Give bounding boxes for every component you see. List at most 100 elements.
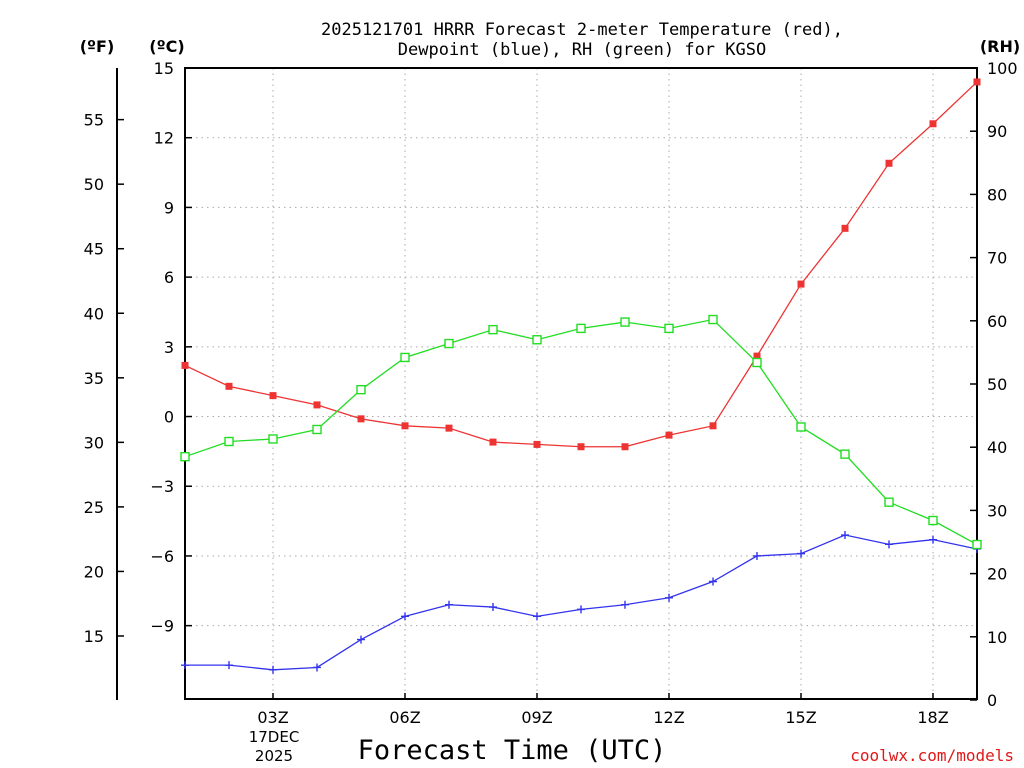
temperature-marker [489, 438, 497, 446]
celsius-tick-label: −9 [150, 617, 174, 636]
fahrenheit-tick-label: 55 [84, 111, 104, 130]
temperature-marker [577, 443, 585, 451]
fahrenheit-tick-label: 45 [84, 240, 104, 259]
dewpoint-marker [621, 600, 629, 609]
plot-frame [184, 67, 978, 700]
rh-marker [400, 352, 410, 363]
dewpoint-marker [489, 603, 497, 612]
time-tick-label: 15Z [785, 708, 816, 727]
time-tick-label: 09Z [521, 708, 552, 727]
fahrenheit-tick-label: 30 [84, 433, 104, 452]
dewpoint-marker [665, 593, 673, 602]
dewpoint-marker [797, 549, 805, 558]
rh-tick-label: 50 [987, 375, 1007, 394]
celsius-tick-label: 9 [164, 198, 174, 217]
dewpoint-marker [445, 600, 453, 609]
dewpoint-marker [709, 577, 717, 586]
temperature-marker [841, 224, 849, 232]
rh-marker [664, 323, 674, 334]
temperature-marker [665, 431, 673, 439]
rh-tick-label: 100 [987, 59, 1018, 78]
time-tick-label: 06Z [389, 708, 420, 727]
temperature-marker [753, 352, 761, 360]
credit-text: coolwx.com/models [850, 746, 1014, 765]
fahrenheit-tick-label: 35 [84, 369, 104, 388]
chart-title-line1: 2025121701 HRRR Forecast 2-meter Tempera… [321, 20, 843, 40]
rh-marker [268, 434, 278, 444]
dewpoint-marker [357, 635, 365, 644]
rh-marker [576, 323, 586, 334]
dewpoint-marker [577, 605, 585, 614]
rh-unit-label: (RH) [980, 37, 1020, 56]
rh-line [184, 318, 978, 546]
temperature-marker [533, 440, 541, 448]
dewpoint-marker [841, 531, 849, 540]
temperature-marker [181, 361, 189, 369]
date-year-label: 2025 [255, 747, 293, 765]
dewpoint-line [185, 534, 978, 671]
rh-marker [312, 424, 322, 435]
fahrenheit-unit-label: (ºF) [80, 37, 115, 56]
celsius-unit-label: (ºC) [149, 37, 184, 56]
temperature-marker [621, 443, 629, 451]
rh-marker [224, 436, 234, 447]
rh-tick-label: 30 [987, 501, 1007, 520]
series-layer [180, 78, 982, 674]
dewpoint-marker [753, 551, 761, 560]
temperature-marker [973, 78, 981, 86]
temperature-marker [929, 120, 937, 128]
time-tick-label: 12Z [653, 708, 684, 727]
temperature-marker [313, 401, 321, 409]
celsius-tick-label: 12 [154, 129, 174, 148]
rh-marker [972, 539, 982, 550]
rh-marker [180, 451, 190, 462]
celsius-tick-label: 3 [164, 338, 174, 357]
celsius-tick-label: 6 [164, 268, 174, 287]
rh-marker [532, 335, 542, 345]
temperature-marker [225, 382, 233, 390]
temperature-marker [797, 280, 805, 288]
rh-marker [620, 317, 630, 327]
temperature-marker [269, 392, 277, 400]
celsius-tick-label: 0 [164, 408, 174, 427]
rh-marker [488, 324, 498, 335]
dewpoint-marker [313, 663, 321, 672]
time-tick-label: 18Z [917, 708, 948, 727]
grid-lines [185, 67, 977, 700]
fahrenheit-tick-label: 40 [84, 304, 104, 323]
rh-tick-label: 40 [987, 438, 1007, 457]
time-tick-label: 03Z [257, 708, 288, 727]
temperature-marker [357, 415, 365, 423]
dewpoint-marker [533, 612, 541, 621]
fahrenheit-tick-label: 20 [84, 562, 104, 581]
dewpoint-marker [885, 540, 893, 549]
rh-marker [796, 422, 806, 432]
rh-marker [884, 497, 894, 507]
dewpoint-marker [929, 535, 937, 544]
rh-tick-label: 20 [987, 565, 1007, 584]
rh-marker [840, 449, 850, 459]
celsius-tick-label: −3 [150, 477, 174, 496]
dewpoint-marker [181, 661, 189, 670]
fahrenheit-tick-label: 15 [84, 627, 104, 646]
temperature-marker [709, 422, 717, 430]
rh-marker [444, 338, 454, 349]
celsius-tick-label: 15 [154, 59, 174, 78]
rh-tick-label: 0 [987, 691, 997, 710]
dewpoint-marker [401, 612, 409, 621]
temperature-marker [445, 424, 453, 432]
temperature-marker [401, 422, 409, 430]
fahrenheit-tick-label: 25 [84, 498, 104, 517]
dewpoint-marker [269, 665, 277, 674]
fahrenheit-tick-label: 50 [84, 175, 104, 194]
rh-marker [708, 314, 718, 325]
rh-tick-label: 10 [987, 628, 1007, 647]
celsius-tick-label: −6 [150, 547, 174, 566]
rh-tick-label: 60 [987, 312, 1007, 331]
rh-marker [928, 515, 938, 526]
rh-marker [752, 357, 762, 368]
x-axis-title: Forecast Time (UTC) [358, 735, 667, 766]
rh-tick-label: 90 [987, 122, 1007, 141]
